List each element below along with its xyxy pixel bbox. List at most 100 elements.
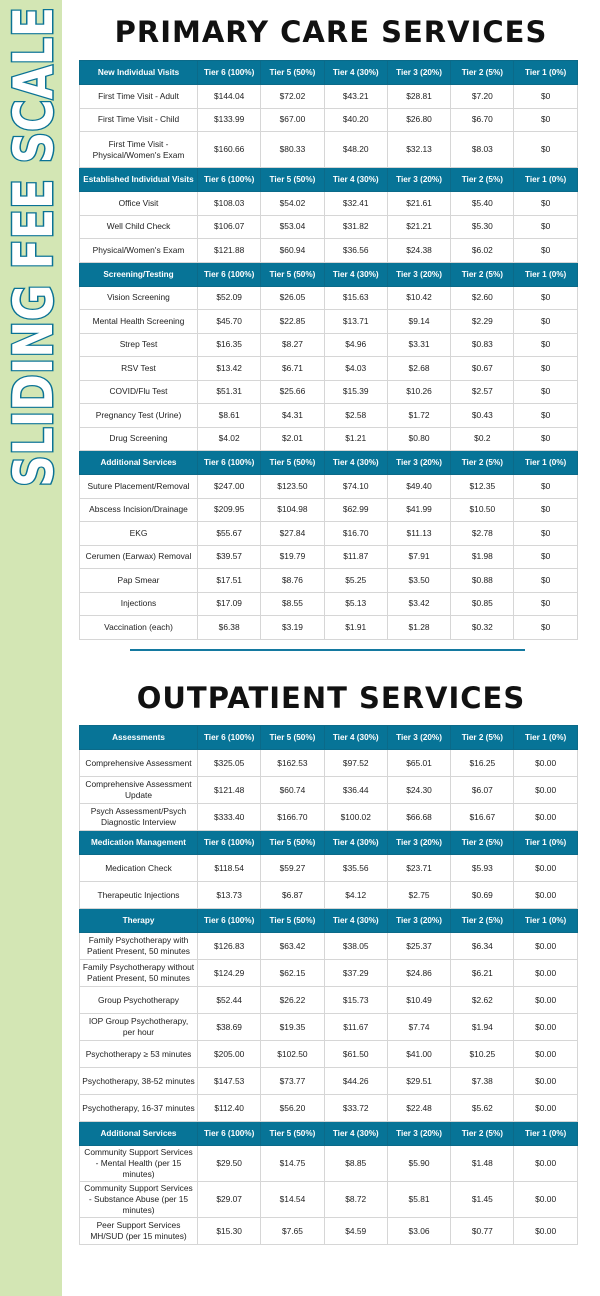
price-cell: $60.74	[260, 776, 325, 804]
price-cell: $0	[513, 403, 578, 428]
service-name: IOP Group Psychotherapy, per hour	[79, 1013, 198, 1041]
price-cell: $32.13	[386, 131, 452, 168]
table-row: Strep Test $16.35 $8.27 $4.96 $3.31 $0.83 $0	[79, 332, 578, 357]
price-cell: $0	[513, 474, 578, 499]
price-cell: $121.88	[196, 238, 262, 263]
tier-header: Tier 2 (5%)	[450, 60, 515, 85]
service-name: Office Visit	[79, 191, 198, 216]
table-row: Well Child Check $106.07 $53.04 $31.82 $21.2…	[79, 214, 578, 239]
price-cell: $21.61	[386, 191, 452, 216]
price-cell: $325.05	[196, 749, 262, 777]
price-cell: $15.39	[323, 379, 388, 404]
price-cell: $112.40	[196, 1094, 262, 1122]
tier-header: Tier 5 (50%)	[260, 261, 325, 287]
price-cell: $29.50	[196, 1145, 262, 1182]
price-cell: $0.77	[450, 1217, 515, 1245]
table-row: IOP Group Psychotherapy, per hour $38.69 $…	[79, 1013, 578, 1041]
sidebar-title: SLIDING FEE SCALE	[2, 7, 62, 487]
service-name: Pap Smear	[79, 568, 198, 593]
tier-header: Tier 4 (30%)	[323, 725, 388, 750]
price-cell: $7.38	[450, 1067, 515, 1095]
price-cell: $45.70	[196, 309, 262, 334]
tier-header: Tier 2 (5%)	[450, 725, 515, 750]
table-row: Drug Screening $4.02 $2.01 $1.21 $0.80 $0.2 $0	[79, 426, 578, 451]
price-cell: $0.00	[513, 854, 578, 882]
sliding-fee-scale-logo: SLIDING FEE SCALE	[1, 6, 63, 489]
outpatient-title-text: OUTPATIENT SERVICES	[136, 681, 526, 715]
tier-header: Tier 5 (50%)	[260, 450, 325, 475]
price-cell: $3.31	[386, 332, 452, 357]
price-cell: $36.44	[323, 776, 388, 804]
tier-header: Tier 6 (100%)	[196, 261, 262, 287]
tier-header: Tier 3 (20%)	[386, 908, 452, 933]
service-name: Group Psychotherapy	[79, 986, 198, 1014]
tier-header: Tier 3 (20%)	[386, 725, 452, 750]
price-cell: $0.00	[513, 776, 578, 804]
table-row: Comprehensive Assessment Update $121.48 $6…	[79, 776, 578, 804]
section-header-row: Additional Services Tier 6 (100%) Tier 5 (…	[79, 450, 578, 475]
service-name: Community Support Services - Substance A…	[79, 1181, 198, 1218]
table-row: First Time Visit - Adult $144.04 $72.02 $43…	[79, 84, 578, 109]
price-cell: $27.84	[260, 521, 325, 546]
primary-care-title-text: PRIMARY CARE SERVICES	[114, 15, 548, 49]
table-row: Mental Health Screening $45.70 $22.85 $13.7…	[79, 309, 578, 334]
price-cell: $3.06	[386, 1217, 452, 1245]
price-cell: $32.41	[323, 191, 388, 216]
tier-header: Tier 1 (0%)	[513, 830, 578, 855]
section-name: Additional Services	[79, 1121, 198, 1146]
price-cell: $3.19	[260, 615, 325, 640]
section-header-row: New Individual Visits Tier 6 (100%) Tier 5…	[79, 60, 578, 85]
tier-header: Tier 2 (5%)	[450, 167, 515, 192]
price-cell: $43.21	[323, 84, 388, 109]
price-cell: $0.80	[386, 426, 452, 451]
table-row: Family Psychotherapy without Patient Pre…	[79, 959, 578, 987]
price-cell: $25.66	[260, 379, 325, 404]
tier-header: Tier 4 (30%)	[323, 1121, 388, 1146]
price-cell: $10.26	[386, 379, 452, 404]
tier-header: Tier 1 (0%)	[513, 261, 578, 287]
price-cell: $0	[513, 285, 578, 310]
price-cell: $2.01	[260, 426, 325, 451]
price-cell: $11.67	[323, 1013, 388, 1041]
section-name: Established Individual Visits	[79, 167, 198, 192]
price-cell: $100.02	[323, 803, 388, 831]
price-cell: $65.01	[386, 749, 452, 777]
tier-header: Tier 6 (100%)	[196, 60, 262, 85]
price-cell: $2.75	[386, 881, 452, 909]
price-cell: $0	[513, 131, 578, 168]
price-cell: $14.75	[260, 1145, 325, 1182]
price-cell: $16.35	[196, 332, 262, 357]
price-cell: $0.67	[450, 356, 515, 381]
price-cell: $162.53	[260, 749, 325, 777]
table-row: Pregnancy Test (Urine) $8.61 $4.31 $2.58 $1.…	[79, 403, 578, 428]
price-cell: $2.60	[450, 285, 515, 310]
tier-header: Tier 6 (100%)	[196, 908, 262, 933]
price-cell: $147.53	[196, 1067, 262, 1095]
tier-header: Tier 4 (30%)	[323, 830, 388, 855]
price-cell: $160.66	[196, 131, 262, 168]
price-cell: $333.40	[196, 803, 262, 831]
price-cell: $8.03	[450, 131, 515, 168]
tier-header: Tier 6 (100%)	[196, 167, 262, 192]
price-cell: $0	[513, 238, 578, 263]
price-cell: $25.37	[386, 932, 452, 960]
tier-header: Tier 2 (5%)	[450, 450, 515, 475]
price-cell: $31.82	[323, 214, 388, 239]
price-cell: $2.62	[450, 986, 515, 1014]
section-name: Therapy	[79, 908, 198, 933]
tier-header: Tier 4 (30%)	[323, 908, 388, 933]
service-name: Abscess Incision/Drainage	[79, 497, 198, 522]
price-cell: $61.50	[323, 1040, 388, 1068]
price-cell: $29.07	[196, 1181, 262, 1218]
primary-care-title: PRIMARY CARE SERVICES	[62, 14, 600, 50]
price-cell: $1.94	[450, 1013, 515, 1041]
price-cell: $15.63	[323, 285, 388, 310]
table-row: Vision Screening $52.09 $26.05 $15.63 $10.42…	[79, 285, 578, 310]
tier-header: Tier 4 (30%)	[323, 60, 388, 85]
price-cell: $15.73	[323, 986, 388, 1014]
tier-header: Tier 3 (20%)	[386, 1121, 452, 1146]
price-cell: $8.72	[323, 1181, 388, 1218]
price-cell: $0	[513, 191, 578, 216]
service-name: Comprehensive Assessment	[79, 749, 198, 777]
service-name: Cerumen (Earwax) Removal	[79, 544, 198, 569]
